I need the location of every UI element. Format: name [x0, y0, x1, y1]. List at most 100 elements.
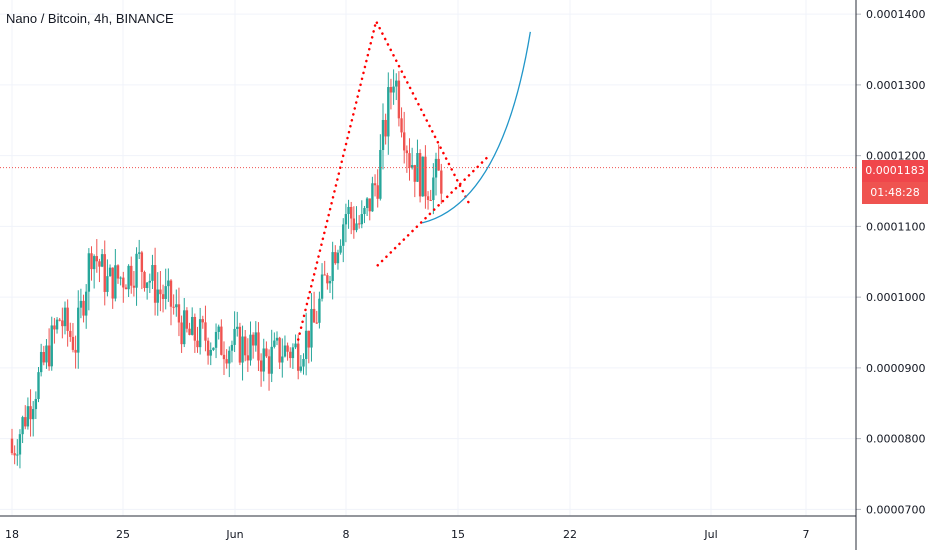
- candle-body: [326, 275, 329, 284]
- candle-body: [283, 345, 287, 357]
- candle-body: [61, 320, 64, 327]
- candle-body: [323, 274, 326, 276]
- candle-body: [124, 287, 128, 290]
- candle-body: [180, 322, 183, 345]
- candle-body: [16, 454, 19, 456]
- y-tick-label: 0.0001000: [866, 291, 926, 304]
- candle-body: [206, 340, 210, 356]
- candle-body: [389, 87, 393, 93]
- candle-body: [116, 265, 120, 279]
- candle-body: [310, 308, 313, 348]
- candle-body: [167, 280, 170, 287]
- x-tick-label: 22: [563, 528, 577, 541]
- candle-body: [71, 336, 75, 350]
- candle-body: [45, 345, 48, 363]
- candle-body: [270, 346, 273, 374]
- candle-body: [209, 349, 212, 356]
- candle-body: [50, 325, 53, 367]
- candle-body: [164, 286, 167, 299]
- candle-body: [10, 438, 14, 454]
- candle-body: [307, 330, 310, 348]
- candle-body: [257, 332, 260, 361]
- candle-body: [228, 350, 231, 364]
- candle-body: [281, 356, 284, 363]
- candle-body: [159, 289, 162, 295]
- candle-body: [371, 183, 374, 212]
- candle-body: [212, 347, 215, 350]
- candle-body: [108, 267, 112, 277]
- candle-body: [384, 119, 387, 137]
- candle-body: [63, 307, 67, 327]
- candle-body: [339, 245, 342, 253]
- candle-body: [191, 316, 194, 335]
- x-tick-label: 15: [451, 528, 465, 541]
- candle-body: [360, 214, 363, 225]
- candle-body: [334, 252, 337, 264]
- candle-body: [156, 289, 159, 303]
- candle-body: [95, 256, 98, 262]
- candle-body: [201, 319, 204, 323]
- candle-body: [244, 336, 247, 356]
- candle-body: [82, 300, 85, 316]
- triangle-lower-dotted-line: [376, 154, 491, 267]
- candle-body: [241, 336, 244, 363]
- candle-body: [315, 322, 318, 324]
- candle-body: [331, 252, 334, 281]
- triangle-upper-dotted-line: [296, 17, 472, 341]
- candle-body: [236, 326, 239, 329]
- candle-body: [238, 326, 242, 363]
- candle-body: [395, 80, 398, 87]
- candle-body: [357, 223, 361, 225]
- candle-body: [58, 319, 61, 321]
- candle-body: [408, 153, 411, 168]
- candle-body: [111, 267, 114, 299]
- candle-body: [246, 355, 250, 361]
- candle-body: [145, 282, 149, 289]
- candle-body: [434, 158, 438, 178]
- candle-body: [251, 334, 255, 346]
- candle-body: [193, 316, 197, 341]
- candle-body: [222, 354, 226, 360]
- candle-body: [183, 310, 186, 345]
- chart-title: Nano / Bitcoin, 4h, BINANCE: [6, 11, 174, 26]
- candle-body: [188, 328, 191, 335]
- candle-body: [259, 360, 263, 372]
- candle-body: [299, 366, 303, 371]
- current-price-label: 0.0001183: [862, 160, 928, 182]
- candle-body: [249, 334, 252, 361]
- parabolic-curve: [422, 31, 531, 224]
- candle-body: [26, 406, 30, 427]
- candle-body: [302, 358, 305, 367]
- candle-body: [214, 331, 218, 348]
- candle-body: [13, 453, 16, 456]
- candle-body: [432, 177, 435, 201]
- candle-body: [196, 340, 199, 348]
- candle-body: [169, 280, 173, 307]
- candle-body: [37, 372, 40, 399]
- candle-body: [143, 271, 146, 289]
- candle-body: [127, 265, 130, 290]
- candle-body: [342, 224, 345, 246]
- candle-body: [368, 198, 371, 212]
- candle-body: [103, 254, 106, 292]
- candle-body: [130, 265, 133, 286]
- candle-body: [42, 351, 45, 363]
- candle-body: [90, 253, 93, 270]
- candle-body: [304, 330, 308, 359]
- candle-body: [55, 319, 59, 330]
- candle-body: [92, 256, 96, 270]
- candle-body: [267, 356, 271, 374]
- candle-body: [175, 304, 178, 308]
- candle-body: [278, 337, 281, 363]
- candle-body: [225, 359, 228, 364]
- candle-body: [77, 307, 80, 353]
- candle-body: [198, 319, 202, 348]
- candle-body: [177, 304, 181, 323]
- x-tick-label: 18: [5, 528, 19, 541]
- candle-body: [379, 149, 382, 199]
- candle-body: [373, 183, 377, 186]
- x-tick-label: Jun: [225, 528, 243, 541]
- candle-body: [79, 300, 83, 308]
